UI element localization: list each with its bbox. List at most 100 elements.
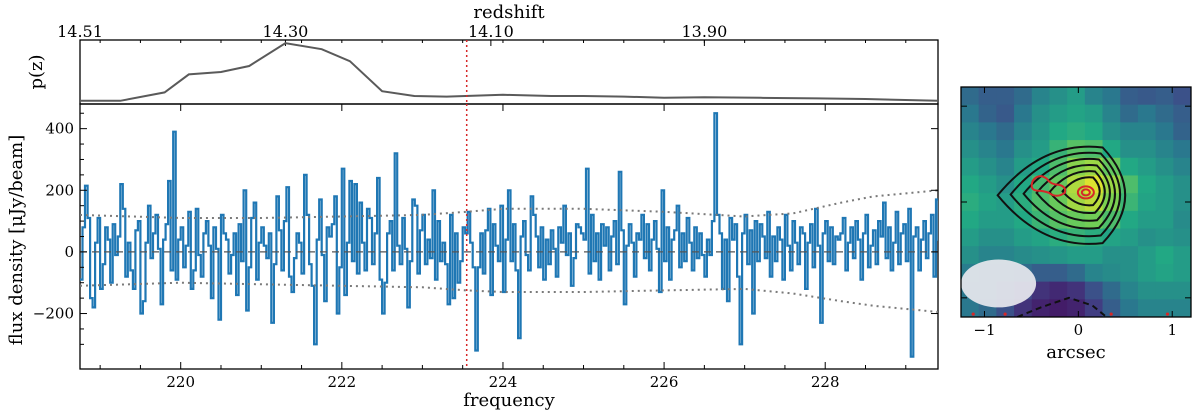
dashed-contour <box>1016 296 1108 317</box>
pz-panel: redshift 14.51 14.30 14.10 13.90 p(z) <box>26 2 939 105</box>
image-pixel <box>1173 175 1191 194</box>
frequency-tick-label: 226 <box>650 373 679 391</box>
black-contour <box>996 145 1126 245</box>
image-pixel <box>1031 263 1051 283</box>
image-pixel <box>1120 140 1139 159</box>
image-pixel <box>978 87 997 106</box>
black-contour <box>1061 176 1101 207</box>
image-pixel <box>961 87 980 106</box>
image-pixel <box>1120 263 1139 283</box>
image-pixel <box>1084 263 1104 283</box>
image-pixel <box>1137 122 1157 141</box>
image-pixel <box>1102 228 1121 247</box>
image-pixel <box>1137 140 1157 159</box>
image-pixel <box>1031 228 1051 247</box>
image-pixel <box>1067 87 1086 106</box>
image-pixel <box>1014 175 1033 194</box>
image-pixel <box>1014 246 1033 265</box>
image-pixel <box>961 104 980 123</box>
image-pixel <box>1137 281 1157 300</box>
red-contour <box>1076 185 1095 200</box>
image-pixel <box>978 193 997 212</box>
flux-tick-label: 200 <box>45 181 74 199</box>
image-pixel <box>1173 246 1191 265</box>
spectrum-series-group <box>80 112 938 358</box>
image-pixel <box>1173 122 1191 141</box>
image-pixel <box>1067 175 1086 194</box>
image-pixel <box>1155 104 1174 123</box>
image-pixel <box>1049 210 1068 230</box>
flux-tick-label: 0 <box>64 243 74 261</box>
image-pixel <box>1155 193 1174 212</box>
red-marker-dot <box>1109 312 1113 316</box>
image-pixel <box>1067 299 1086 317</box>
image-pixel <box>1084 104 1104 123</box>
image-pixel <box>1155 175 1174 194</box>
image-content <box>961 87 1191 317</box>
redshift-tick-label: 14.30 <box>263 22 309 41</box>
image-pixel <box>1155 228 1174 247</box>
image-pixel <box>1137 246 1157 265</box>
image-pixel <box>978 157 997 177</box>
image-pixel <box>1173 193 1191 212</box>
image-pixel <box>1173 210 1191 230</box>
image-pixel <box>1067 122 1086 141</box>
red-contour-secondary <box>1030 175 1067 197</box>
image-pixel <box>996 104 1015 123</box>
pz-plot-area <box>80 40 939 104</box>
image-pixel <box>961 175 980 194</box>
image-pixel <box>1102 246 1121 265</box>
image-pixel <box>1084 299 1104 317</box>
image-pixel <box>1049 246 1068 265</box>
spectrum-panel: 220 222 224 226 228 −200 0 200 400 frequency flu… <box>6 103 939 411</box>
red-marker-dot <box>971 312 975 316</box>
image-pixel <box>1102 122 1121 141</box>
image-pixel <box>1137 87 1157 106</box>
frequency-axis-label: frequency <box>463 390 555 411</box>
image-pixel <box>996 157 1015 177</box>
image-pixel <box>961 193 980 212</box>
image-pixel <box>1120 246 1139 265</box>
redshift-tick-label: 13.90 <box>681 22 727 41</box>
image-pixel <box>1120 104 1139 123</box>
beam-ellipse <box>961 259 1037 308</box>
image-pixel <box>1067 104 1086 123</box>
image-pixel <box>1155 210 1174 230</box>
image-pixel <box>1031 281 1051 300</box>
image-pixel <box>1031 122 1051 141</box>
image-pixel <box>1084 228 1104 247</box>
image-pixel <box>1155 246 1174 265</box>
image-pixel <box>978 104 997 123</box>
image-pixel <box>1173 299 1191 317</box>
image-pixel <box>1155 263 1174 283</box>
image-pixel <box>1031 104 1051 123</box>
image-pixel <box>1137 193 1157 212</box>
spectrum-plot-area <box>80 104 938 369</box>
image-pixel <box>1067 281 1086 300</box>
image-pixel <box>1049 299 1068 317</box>
image-pixel <box>1067 246 1086 265</box>
spectrum-line <box>80 112 938 358</box>
image-pixel <box>1049 263 1068 283</box>
image-pixel <box>1014 228 1033 247</box>
arcsec-tick-label: −1 <box>973 321 995 339</box>
image-pixel <box>1155 299 1174 317</box>
image-pixel <box>996 175 1015 194</box>
image-pixel <box>1120 228 1139 247</box>
image-pixel <box>1049 104 1068 123</box>
black-contour <box>1048 170 1106 215</box>
image-panel: −1 0 1 arcsec <box>960 86 1192 363</box>
arcsec-tick-label: 1 <box>1167 321 1177 339</box>
image-pixel <box>1031 140 1051 159</box>
image-pixel <box>1120 87 1139 106</box>
arcsec-tick-label: 0 <box>1074 321 1084 339</box>
image-pixel <box>1102 281 1121 300</box>
image-pixel <box>978 122 997 141</box>
image-pixel <box>1014 122 1033 141</box>
image-pixel <box>961 228 980 247</box>
image-pixel <box>1155 140 1174 159</box>
flux-tick-label: 400 <box>45 120 74 138</box>
image-pixel <box>1120 210 1139 230</box>
red-marker-dot <box>1003 312 1007 316</box>
